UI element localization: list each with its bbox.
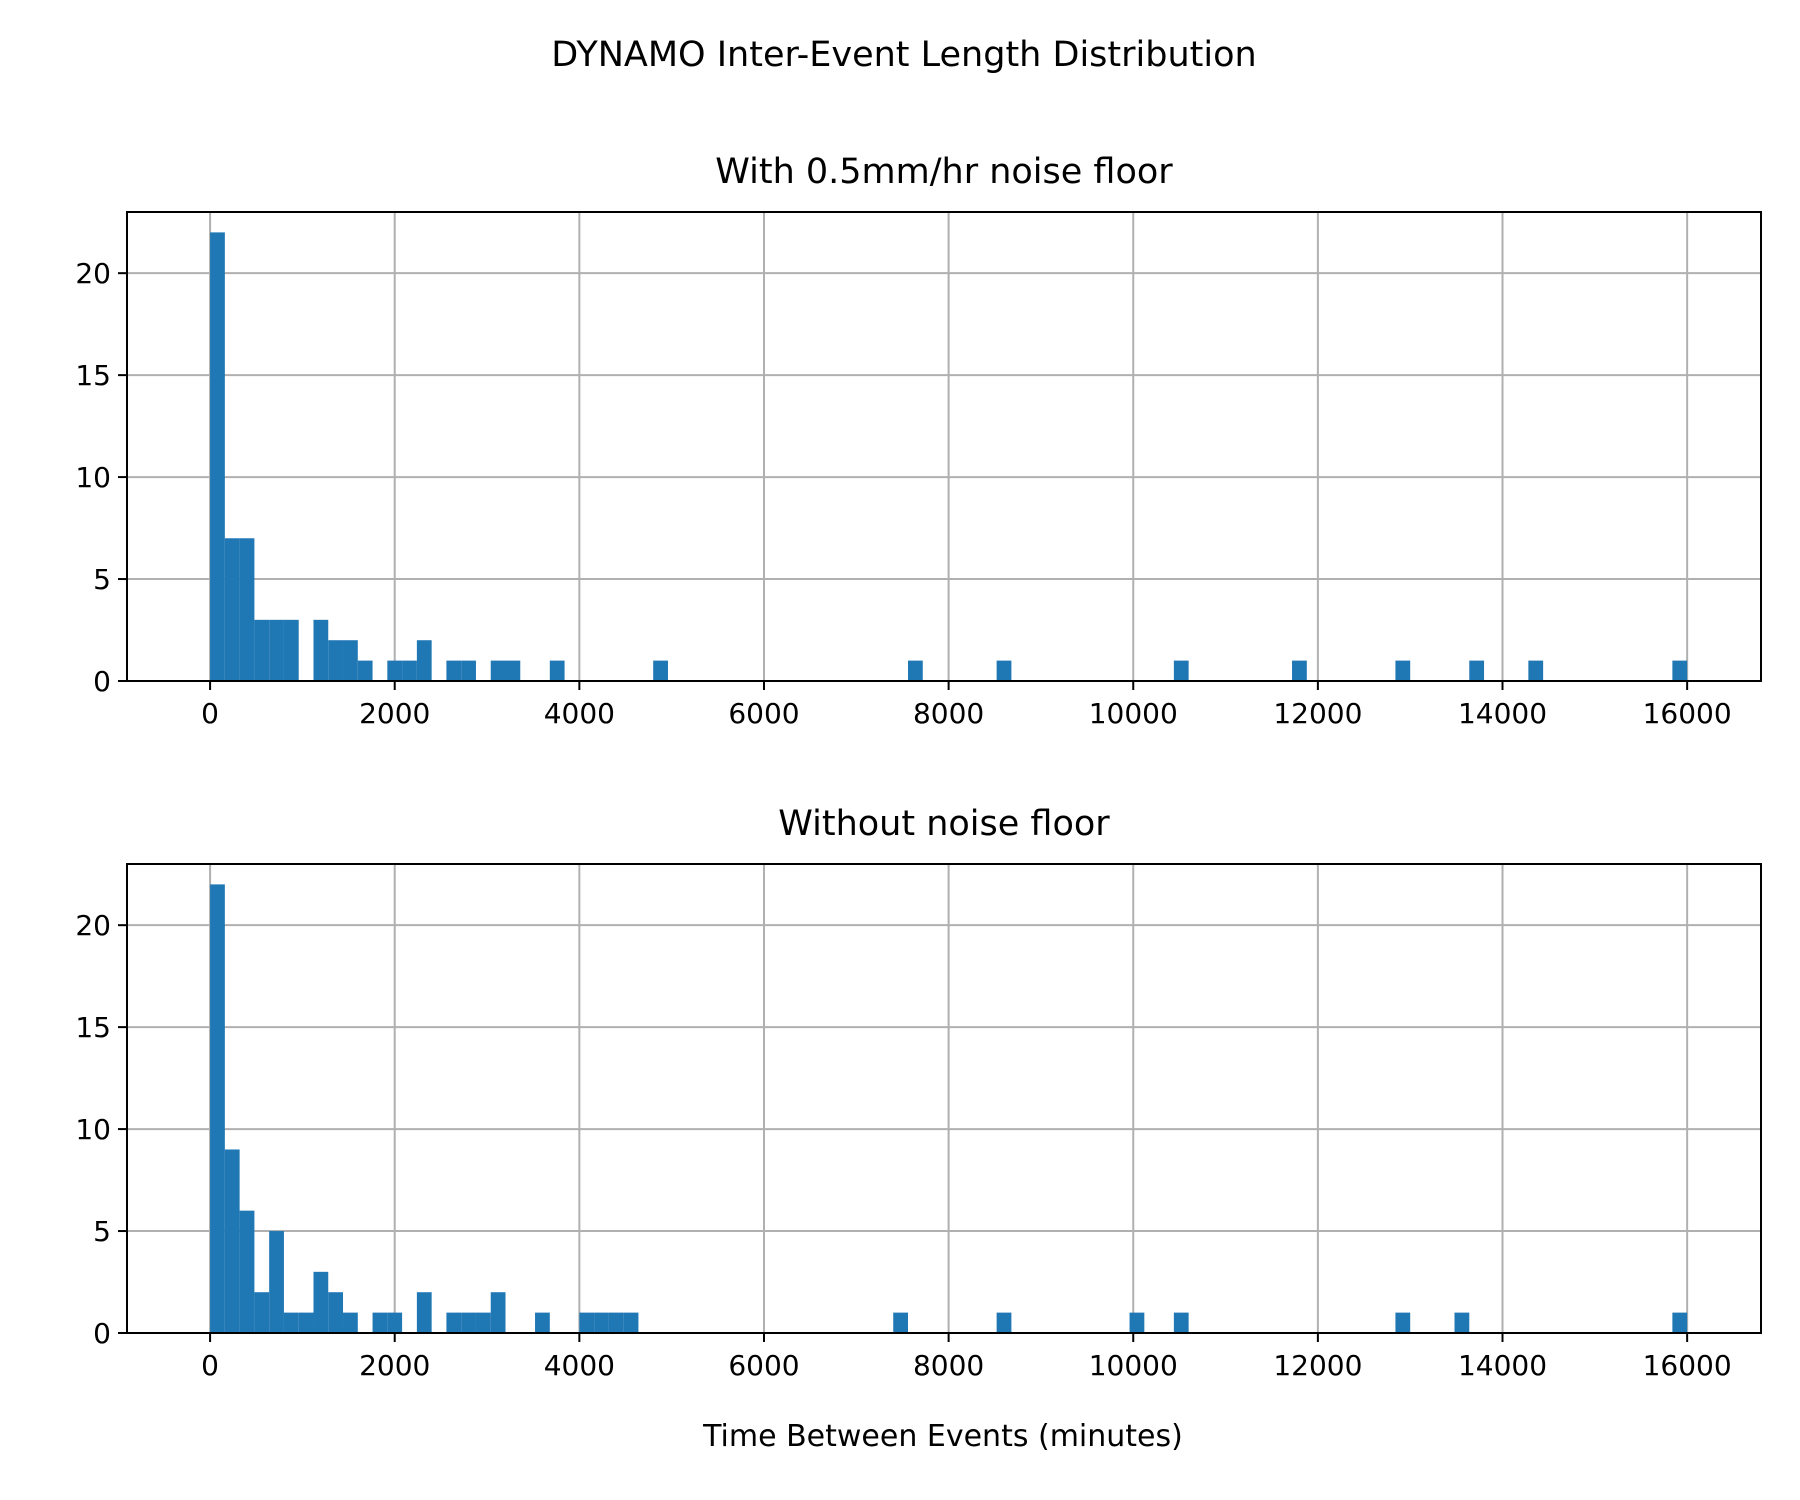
histogram-bar bbox=[210, 884, 225, 1333]
y-tick-label: 5 bbox=[93, 1215, 111, 1248]
histogram-bar bbox=[283, 1312, 299, 1333]
histogram-bar bbox=[357, 660, 373, 681]
histogram-bar bbox=[893, 1312, 908, 1333]
histogram-bar bbox=[996, 660, 1012, 681]
x-tick-label: 0 bbox=[201, 1349, 219, 1382]
histogram-bar bbox=[387, 660, 403, 681]
histogram-bar bbox=[505, 660, 521, 681]
histogram-bar bbox=[239, 1210, 255, 1333]
histogram-bar bbox=[269, 619, 284, 681]
x-tick-label: 10000 bbox=[1089, 697, 1178, 730]
x-tick-label: 0 bbox=[201, 697, 219, 730]
histogram-bar bbox=[387, 1312, 403, 1333]
histogram-bar bbox=[461, 660, 476, 681]
x-tick-label: 6000 bbox=[728, 697, 799, 730]
histogram-bar bbox=[1672, 1312, 1688, 1333]
histogram-bar bbox=[608, 1312, 624, 1333]
x-tick-label: 6000 bbox=[728, 1349, 799, 1382]
y-tick-label: 0 bbox=[93, 665, 111, 698]
x-tick-label: 10000 bbox=[1089, 1349, 1178, 1382]
histogram-bar bbox=[1395, 660, 1411, 681]
histogram-bar bbox=[653, 660, 668, 681]
histogram-bar bbox=[1292, 660, 1307, 681]
histogram-bar bbox=[475, 1312, 491, 1333]
x-tick-label: 16000 bbox=[1643, 1349, 1732, 1382]
subplot-title: With 0.5mm/hr noise floor bbox=[715, 152, 1173, 192]
histogram-bar bbox=[416, 640, 432, 681]
x-axis-label: Time Between Events (minutes) bbox=[702, 1419, 1183, 1454]
histogram-bar bbox=[239, 538, 255, 681]
histogram-bar bbox=[549, 660, 565, 681]
y-tick-label: 0 bbox=[93, 1317, 111, 1350]
histogram-bar bbox=[1173, 1312, 1189, 1333]
x-tick-label: 16000 bbox=[1643, 697, 1732, 730]
x-tick-label: 2000 bbox=[359, 697, 430, 730]
histogram-bar bbox=[210, 232, 225, 682]
histogram-bar bbox=[1173, 660, 1189, 681]
y-tick-label: 15 bbox=[75, 1011, 111, 1044]
histogram-bar bbox=[328, 1292, 344, 1333]
histogram-bar bbox=[446, 1312, 462, 1333]
x-tick-label: 12000 bbox=[1273, 697, 1362, 730]
histogram-bar bbox=[416, 1292, 432, 1333]
y-tick-label: 20 bbox=[75, 257, 111, 290]
histogram-bar bbox=[446, 660, 462, 681]
histogram-bar bbox=[579, 1312, 595, 1333]
histogram-bar bbox=[254, 619, 270, 681]
histogram-bar bbox=[224, 1149, 240, 1333]
histogram-bar bbox=[343, 1312, 358, 1333]
x-tick-label: 12000 bbox=[1273, 1349, 1362, 1382]
panel-without-noise-floor: Without noise floor 0 2000 4000 6000 8000 1000… bbox=[75, 804, 1762, 1382]
histogram-bar bbox=[269, 1231, 284, 1333]
y-tick-label: 5 bbox=[93, 563, 111, 596]
histogram-bar bbox=[490, 660, 506, 681]
histogram-bar bbox=[1129, 1312, 1145, 1333]
histogram-bar bbox=[283, 619, 299, 681]
histogram-bar bbox=[907, 660, 923, 681]
x-tick-label: 8000 bbox=[913, 1349, 984, 1382]
histogram-bar bbox=[254, 1292, 270, 1333]
histogram-bar bbox=[224, 538, 240, 681]
histogram-bar bbox=[328, 640, 344, 681]
histogram-bar bbox=[1469, 660, 1485, 681]
x-tick-label: 2000 bbox=[359, 1349, 430, 1382]
x-tick-label: 14000 bbox=[1458, 697, 1547, 730]
y-tick-label: 10 bbox=[75, 461, 111, 494]
histogram-bar bbox=[402, 660, 417, 681]
y-tick-label: 20 bbox=[75, 909, 111, 942]
panel-with-noise-floor: With 0.5mm/hr noise floor 0 2000 4000 6000 80… bbox=[75, 152, 1762, 730]
histogram-bar bbox=[1528, 660, 1544, 681]
y-tick-label: 15 bbox=[75, 359, 111, 392]
histogram-bar bbox=[372, 1312, 388, 1333]
histogram-bar bbox=[996, 1312, 1012, 1333]
subplot-title: Without noise floor bbox=[778, 804, 1110, 844]
histogram-bar bbox=[313, 619, 329, 681]
histogram-bar bbox=[623, 1312, 639, 1333]
axes-frame bbox=[126, 863, 1762, 1334]
x-tick-label: 8000 bbox=[913, 697, 984, 730]
axes-frame bbox=[126, 211, 1762, 682]
histogram-bar bbox=[594, 1312, 609, 1333]
y-tick-label: 10 bbox=[75, 1113, 111, 1146]
x-tick-label: 4000 bbox=[544, 697, 615, 730]
histogram-bar bbox=[343, 640, 358, 681]
histogram-bar bbox=[535, 1312, 550, 1333]
histogram-bar bbox=[461, 1312, 476, 1333]
x-tick-label: 14000 bbox=[1458, 1349, 1547, 1382]
histogram-bar bbox=[298, 1312, 314, 1333]
histogram-bar bbox=[1454, 1312, 1470, 1333]
x-tick-label: 4000 bbox=[544, 1349, 615, 1382]
histogram-bar bbox=[1672, 660, 1688, 681]
histogram-bar bbox=[1395, 1312, 1411, 1333]
histogram-bar bbox=[313, 1271, 329, 1333]
figure-title: DYNAMO Inter-Event Length Distribution bbox=[551, 35, 1256, 75]
histogram-bar bbox=[490, 1292, 506, 1333]
